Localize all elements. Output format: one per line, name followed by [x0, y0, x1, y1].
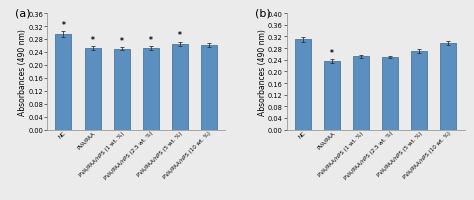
Bar [411, 52, 428, 130]
Bar [84, 48, 100, 130]
Text: *: * [330, 49, 334, 58]
Bar [324, 62, 340, 130]
Bar [383, 58, 398, 130]
Text: (a): (a) [16, 8, 31, 18]
Text: *: * [62, 21, 65, 30]
Text: *: * [91, 36, 94, 44]
Text: *: * [149, 36, 153, 45]
Bar [440, 44, 456, 130]
Bar [143, 49, 159, 130]
Bar [55, 35, 72, 130]
Y-axis label: Absorbances (490 nm): Absorbances (490 nm) [257, 29, 266, 115]
Bar [353, 57, 369, 130]
Bar [114, 49, 129, 130]
Bar [201, 46, 217, 130]
Text: (b): (b) [255, 8, 271, 18]
Text: *: * [178, 31, 182, 40]
Text: *: * [119, 37, 124, 46]
Bar [172, 45, 188, 130]
Y-axis label: Absorbances (490 nm): Absorbances (490 nm) [18, 29, 27, 115]
Bar [295, 40, 311, 130]
